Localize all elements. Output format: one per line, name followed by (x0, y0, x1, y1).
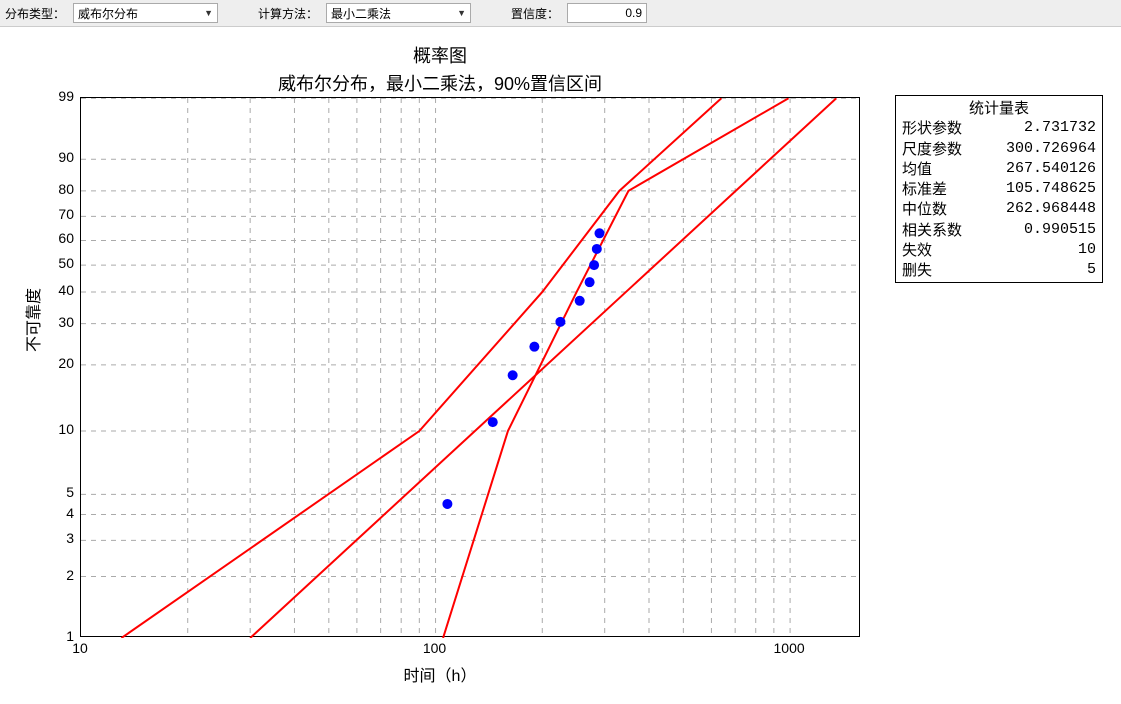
confidence-label: 置信度： (511, 5, 559, 22)
probability-plot (80, 97, 860, 637)
method-value: 最小二乘法 (331, 5, 391, 22)
stats-row-label: 失效 (902, 240, 932, 260)
stats-row-label: 尺度参数 (902, 139, 962, 159)
stats-row-value: 105.748625 (1006, 179, 1096, 199)
y-tick-label: 99 (44, 88, 74, 104)
stats-row-value: 300.726964 (1006, 139, 1096, 159)
method-select[interactable]: 最小二乘法 ▼ (326, 3, 471, 23)
y-tick-label: 30 (44, 314, 74, 330)
stats-row: 删失 5 (902, 260, 1096, 280)
y-tick-label: 80 (44, 181, 74, 197)
stats-row-label: 删失 (902, 260, 932, 280)
y-tick-label: 2 (44, 567, 74, 583)
y-tick-label: 10 (44, 421, 74, 437)
stats-row-label: 标准差 (902, 179, 947, 199)
stats-table: 统计量表 形状参数 2.731732 尺度参数 300.726964 均值 267.540… (895, 95, 1103, 283)
stats-row-value: 0.990515 (1024, 220, 1096, 240)
stats-row: 均值 267.540126 (902, 159, 1096, 179)
stats-row-value: 5 (1087, 260, 1096, 280)
stats-row: 标准差 105.748625 (902, 179, 1096, 199)
stats-row-value: 2.731732 (1024, 118, 1096, 138)
stats-row-value: 267.540126 (1006, 159, 1096, 179)
stats-row-label: 形状参数 (902, 118, 962, 138)
toolbar: 分布类型： 威布尔分布 ▼ 计算方法： 最小二乘法 ▼ 置信度： 0.9 (0, 0, 1121, 27)
stats-row-value: 10 (1078, 240, 1096, 260)
y-tick-label: 20 (44, 355, 74, 371)
stats-row-label: 相关系数 (902, 220, 962, 240)
stats-row: 尺度参数 300.726964 (902, 139, 1096, 159)
y-tick-label: 40 (44, 282, 74, 298)
y-tick-label: 50 (44, 255, 74, 271)
y-tick-label: 60 (44, 230, 74, 246)
dist-type-select[interactable]: 威布尔分布 ▼ (73, 3, 218, 23)
chart-subtitle: 威布尔分布，最小二乘法，90%置信区间 (0, 70, 880, 96)
y-tick-label: 3 (44, 530, 74, 546)
y-tick-label: 4 (44, 505, 74, 521)
dropdown-arrow-icon: ▼ (457, 8, 466, 18)
x-tick-label: 10 (60, 640, 100, 656)
x-axis-label: 时间（h） (0, 662, 880, 686)
stats-title: 统计量表 (902, 98, 1096, 118)
stats-row-label: 中位数 (902, 199, 947, 219)
stats-row: 失效 10 (902, 240, 1096, 260)
chart-area: 概率图 威布尔分布，最小二乘法，90%置信区间 不可靠度 12345102030… (0, 42, 880, 104)
x-tick-label: 1000 (769, 640, 809, 656)
method-label: 计算方法： (258, 5, 318, 22)
stats-row-label: 均值 (902, 159, 932, 179)
y-tick-label: 70 (44, 206, 74, 222)
stats-row: 形状参数 2.731732 (902, 118, 1096, 138)
dist-type-value: 威布尔分布 (78, 5, 138, 22)
stats-row-value: 262.968448 (1006, 199, 1096, 219)
dist-type-label: 分布类型： (5, 5, 65, 22)
stats-row: 相关系数 0.990515 (902, 220, 1096, 240)
y-tick-label: 90 (44, 149, 74, 165)
y-axis-label: 不可靠度 (20, 288, 44, 352)
x-tick-label: 100 (415, 640, 455, 656)
chart-title: 概率图 (0, 42, 880, 68)
y-tick-label: 5 (44, 484, 74, 500)
confidence-input[interactable]: 0.9 (567, 3, 647, 23)
main-area: 概率图 威布尔分布，最小二乘法，90%置信区间 不可靠度 12345102030… (0, 27, 1121, 704)
stats-row: 中位数 262.968448 (902, 199, 1096, 219)
dropdown-arrow-icon: ▼ (204, 8, 213, 18)
